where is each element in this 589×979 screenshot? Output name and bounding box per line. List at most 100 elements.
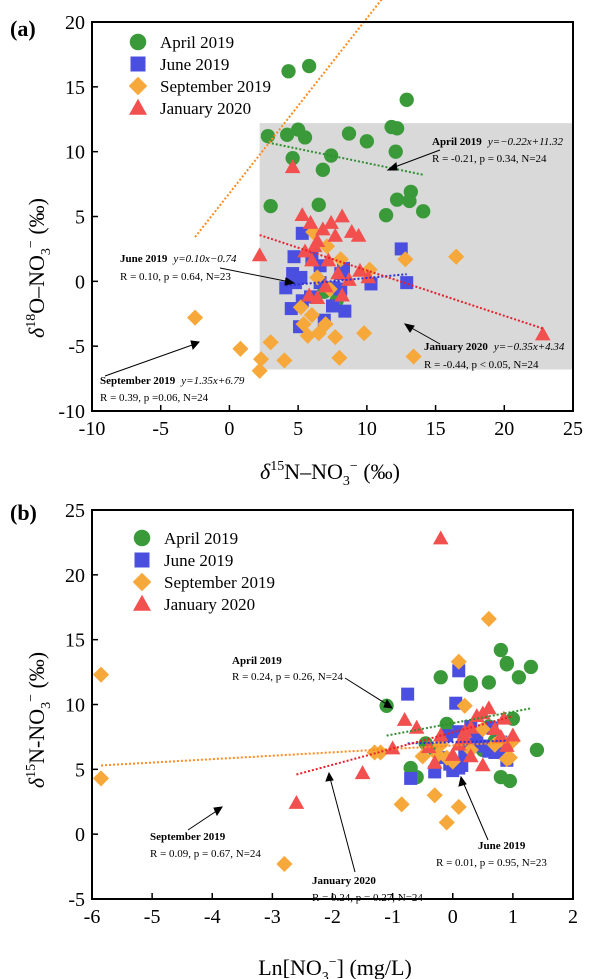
annotation-june-b: June 2019 R = 0.01, p = 0.95, N=23 <box>436 840 547 869</box>
annotation-stats: R = 0.10, p = 0.64, N=23 <box>120 271 231 283</box>
data-point-january <box>323 214 339 229</box>
y-tick-label: 20 <box>65 12 85 34</box>
legend-marker-september <box>128 76 148 96</box>
x-tick-label: 10 <box>357 418 377 440</box>
trend-line-april <box>386 707 532 737</box>
data-point-april <box>523 659 539 675</box>
x-tick-label: -5 <box>152 418 169 440</box>
data-point-april <box>499 657 515 672</box>
legend-label-september: September 2019 <box>164 573 275 592</box>
data-point-april <box>389 192 405 207</box>
data-point-september <box>450 653 467 670</box>
y-tick-label: 20 <box>65 565 85 587</box>
y-tick-label: 0 <box>75 271 85 293</box>
x-tick-label: 15 <box>426 418 446 440</box>
data-point-january <box>294 207 311 222</box>
data-point-september <box>327 329 344 346</box>
annotation-title: April 2019 <box>232 655 282 667</box>
data-point-april <box>285 151 300 166</box>
arrow-june-b <box>462 781 489 841</box>
annotation-april-b: April 2019 R = 0.24, p = 0.26, N=24 <box>232 655 343 683</box>
data-point-september <box>276 352 293 369</box>
arrow-january-b <box>329 777 356 873</box>
x-tick-label: 2 <box>568 906 578 928</box>
annotation-arrows-a <box>104 149 441 377</box>
data-point-april <box>389 121 405 136</box>
annotation-stats: R = 0.39, p =0.06, N=24 <box>100 392 209 404</box>
data-point-september <box>426 787 443 804</box>
y-tick-label: 5 <box>75 207 85 229</box>
y-tick-label: 25 <box>65 500 85 522</box>
data-point-september <box>276 855 293 873</box>
data-point-june <box>401 687 415 701</box>
annotation-september-b: September 2019 R = 0.09, p = 0.67, N=24 <box>150 831 261 860</box>
x-tick-label: -3 <box>264 906 281 928</box>
data-point-april <box>493 642 508 658</box>
y-tick-label: 0 <box>75 824 85 846</box>
data-point-april <box>388 144 403 159</box>
data-point-january <box>456 723 473 738</box>
data-point-january <box>396 712 413 726</box>
legend-label-september: September 2019 <box>160 77 271 96</box>
annotation-eq: y=−0.22x+11.32 <box>487 136 564 148</box>
data-point-september <box>405 348 422 365</box>
data-point-january <box>505 727 521 742</box>
x-tick-label: -4 <box>204 906 221 928</box>
legend-marker-april <box>133 529 151 547</box>
legend-label-april: April 2019 <box>160 33 234 52</box>
annotation-stats: R = -0.44, p < 0.05, N=24 <box>424 359 539 371</box>
data-point-june <box>287 250 301 264</box>
arrowhead-june-b <box>458 775 467 787</box>
arrowhead-september-a <box>190 340 200 351</box>
data-point-january <box>304 252 320 267</box>
data-point-april <box>311 197 326 212</box>
x-axis-label-a: δ15N–NO3− (‰) <box>260 459 400 489</box>
annotation-stats: R = 0.09, p = 0.67, N=24 <box>150 848 261 860</box>
x-tick-label: 20 <box>494 418 514 440</box>
annotation-title: April 2019 <box>432 136 482 148</box>
x-tick-label: -6 <box>84 906 101 928</box>
legend-marker-june <box>134 552 150 568</box>
x-tick-label: 0 <box>448 906 458 928</box>
arrow-april-b <box>344 677 389 706</box>
data-point-september <box>299 327 316 344</box>
data-point-june <box>295 226 309 240</box>
data-point-september <box>393 796 410 813</box>
data-point-january <box>309 290 326 305</box>
y-tick-label: 10 <box>65 142 85 164</box>
x-tick-label: -1 <box>384 906 401 928</box>
data-point-january <box>251 247 268 262</box>
data-point-april <box>463 677 478 693</box>
trend-lines-b <box>100 707 532 776</box>
data-point-january <box>320 252 337 267</box>
data-point-april <box>511 670 527 685</box>
annotation-june-a: June 2019 y=0.10x−0.74 R = 0.10, p = 0.64… <box>120 253 237 283</box>
data-point-april <box>315 162 331 177</box>
data-point-april <box>263 198 278 214</box>
data-point-september <box>318 238 336 255</box>
legend-label-june: June 2019 <box>160 55 229 74</box>
y-tick-label: -5 <box>68 336 85 358</box>
data-point-september <box>444 753 461 770</box>
data-point-january <box>426 754 443 769</box>
trend-line-june <box>407 739 507 745</box>
arrowhead-june-a <box>284 277 296 286</box>
arrowhead-april-b <box>383 698 393 709</box>
annotation-stats: R = -0.21, p = 0.34, N=24 <box>432 153 547 165</box>
data-point-september <box>372 744 389 761</box>
data-point-january <box>334 287 350 302</box>
arrow-september-b <box>187 809 219 831</box>
data-point-april <box>260 128 276 144</box>
data-point-april <box>297 130 313 145</box>
annotation-eq: y=0.10x−0.74 <box>172 253 237 265</box>
data-point-september <box>92 770 110 787</box>
data-point-september <box>448 248 465 265</box>
data-point-april <box>341 126 357 141</box>
x-tick-label: 1 <box>508 906 518 928</box>
data-point-april <box>481 675 496 690</box>
